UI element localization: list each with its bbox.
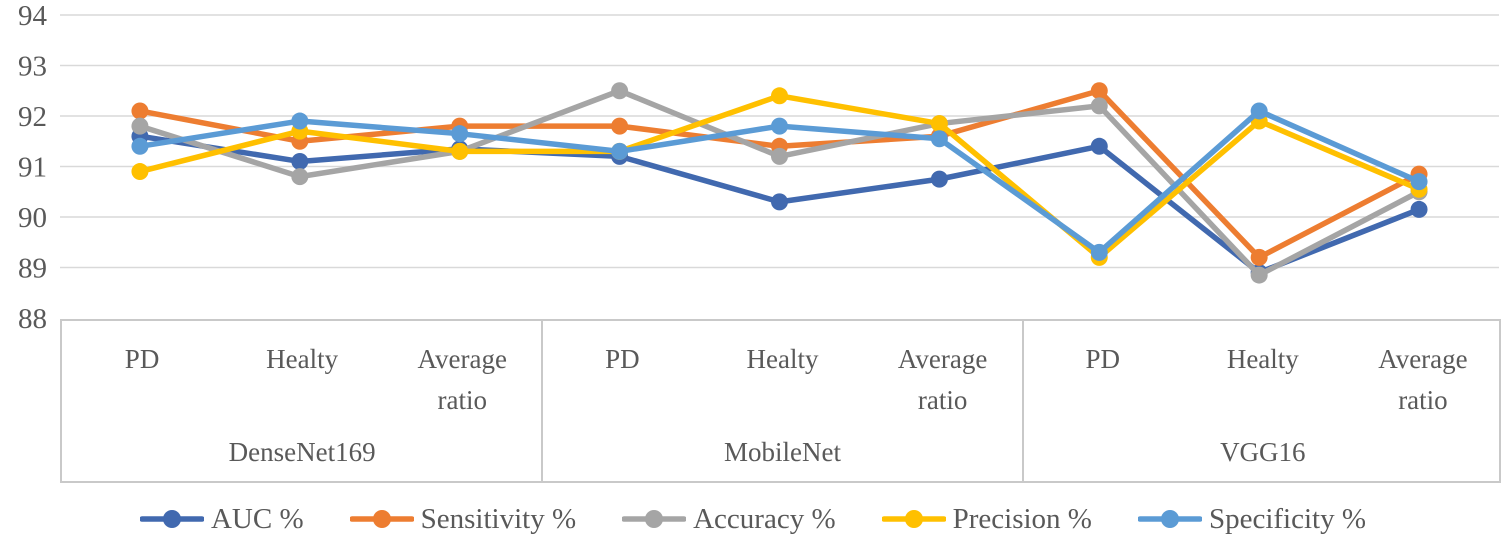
- data-point-specificity: [771, 117, 788, 135]
- legend-item-precision: Precision %: [881, 502, 1092, 536]
- legend-label: Sensitivity %: [420, 502, 577, 535]
- y-tick-label: 90: [18, 202, 47, 234]
- x-group-label: MobileNet: [724, 437, 841, 467]
- data-point-precision: [771, 87, 788, 105]
- chart-legend: AUC % Sensitivity % Accuracy % Precision % S…: [0, 492, 1506, 546]
- x-category-label: Healty: [266, 344, 339, 374]
- legend-label: AUC %: [210, 502, 304, 535]
- data-point-auc: [771, 193, 788, 211]
- y-tick-label: 94: [18, 0, 48, 32]
- x-category-label: Average ratio: [1378, 344, 1468, 415]
- data-point-specificity: [291, 112, 309, 130]
- data-point-auc: [930, 170, 948, 188]
- legend-marker-icon: [1137, 510, 1202, 528]
- y-tick-label: 93: [18, 51, 47, 83]
- data-point-sensitivity: [611, 117, 629, 135]
- data-point-specificity: [1090, 243, 1108, 261]
- data-point-sensitivity: [131, 102, 149, 120]
- data-point-accuracy: [611, 82, 629, 100]
- legend-marker-icon: [349, 510, 414, 528]
- data-point-specificity: [611, 142, 629, 160]
- legend-dot: [904, 510, 923, 528]
- data-point-specificity: [1250, 102, 1268, 120]
- data-point-accuracy: [771, 147, 788, 165]
- legend-dot: [645, 510, 664, 528]
- data-point-accuracy: [1090, 97, 1108, 115]
- data-point-specificity: [1410, 173, 1428, 191]
- x-category-label: Average ratio: [417, 344, 507, 415]
- x-group-label: VGG16: [1220, 437, 1306, 467]
- y-tick-label: 89: [18, 253, 47, 285]
- legend-label: Accuracy %: [693, 502, 836, 535]
- x-group-label: DenseNet169: [228, 437, 376, 467]
- x-category-label: PD: [1085, 344, 1120, 374]
- y-tick-label: 88: [18, 303, 47, 335]
- x-category-label: Average ratio: [897, 344, 988, 415]
- legend-label: Precision %: [952, 502, 1092, 535]
- x-axis-table: PD Healty Average ratio DenseNet169 PD Healty…: [60, 319, 1501, 483]
- legend-marker-icon: [139, 510, 204, 528]
- table-divider: [541, 321, 544, 481]
- data-point-accuracy: [131, 117, 149, 135]
- legend-dot: [1160, 510, 1179, 528]
- data-point-accuracy: [1250, 266, 1268, 284]
- data-point-specificity: [930, 130, 948, 148]
- legend-marker-icon: [881, 510, 946, 528]
- data-point-auc: [291, 152, 309, 170]
- data-point-auc: [1410, 200, 1428, 218]
- data-point-precision: [930, 115, 948, 133]
- legend-dot: [372, 510, 391, 528]
- x-category-label: Healty: [1226, 344, 1299, 374]
- table-divider: [1021, 321, 1024, 481]
- data-point-accuracy: [291, 168, 309, 186]
- legend-label: Specificity %: [1208, 502, 1366, 535]
- y-tick-label: 91: [18, 152, 47, 184]
- data-point-sensitivity: [1250, 248, 1268, 266]
- legend-dot: [162, 510, 181, 528]
- x-category-label: PD: [124, 344, 160, 374]
- y-tick-label: 92: [18, 101, 47, 133]
- x-category-label: Healty: [746, 344, 819, 374]
- data-point-specificity: [131, 137, 149, 155]
- legend-item-auc: AUC %: [139, 502, 304, 536]
- data-point-auc: [1090, 137, 1108, 155]
- data-point-specificity: [451, 125, 469, 143]
- x-category-label: PD: [605, 344, 640, 374]
- legend-item-sensitivity: Sensitivity %: [349, 502, 577, 536]
- data-point-precision: [451, 142, 469, 160]
- legend-item-specificity: Specificity %: [1137, 502, 1366, 536]
- legend-marker-icon: [622, 510, 687, 528]
- legend-item-accuracy: Accuracy %: [622, 503, 836, 536]
- data-point-precision: [131, 163, 149, 181]
- data-point-sensitivity: [1090, 82, 1108, 100]
